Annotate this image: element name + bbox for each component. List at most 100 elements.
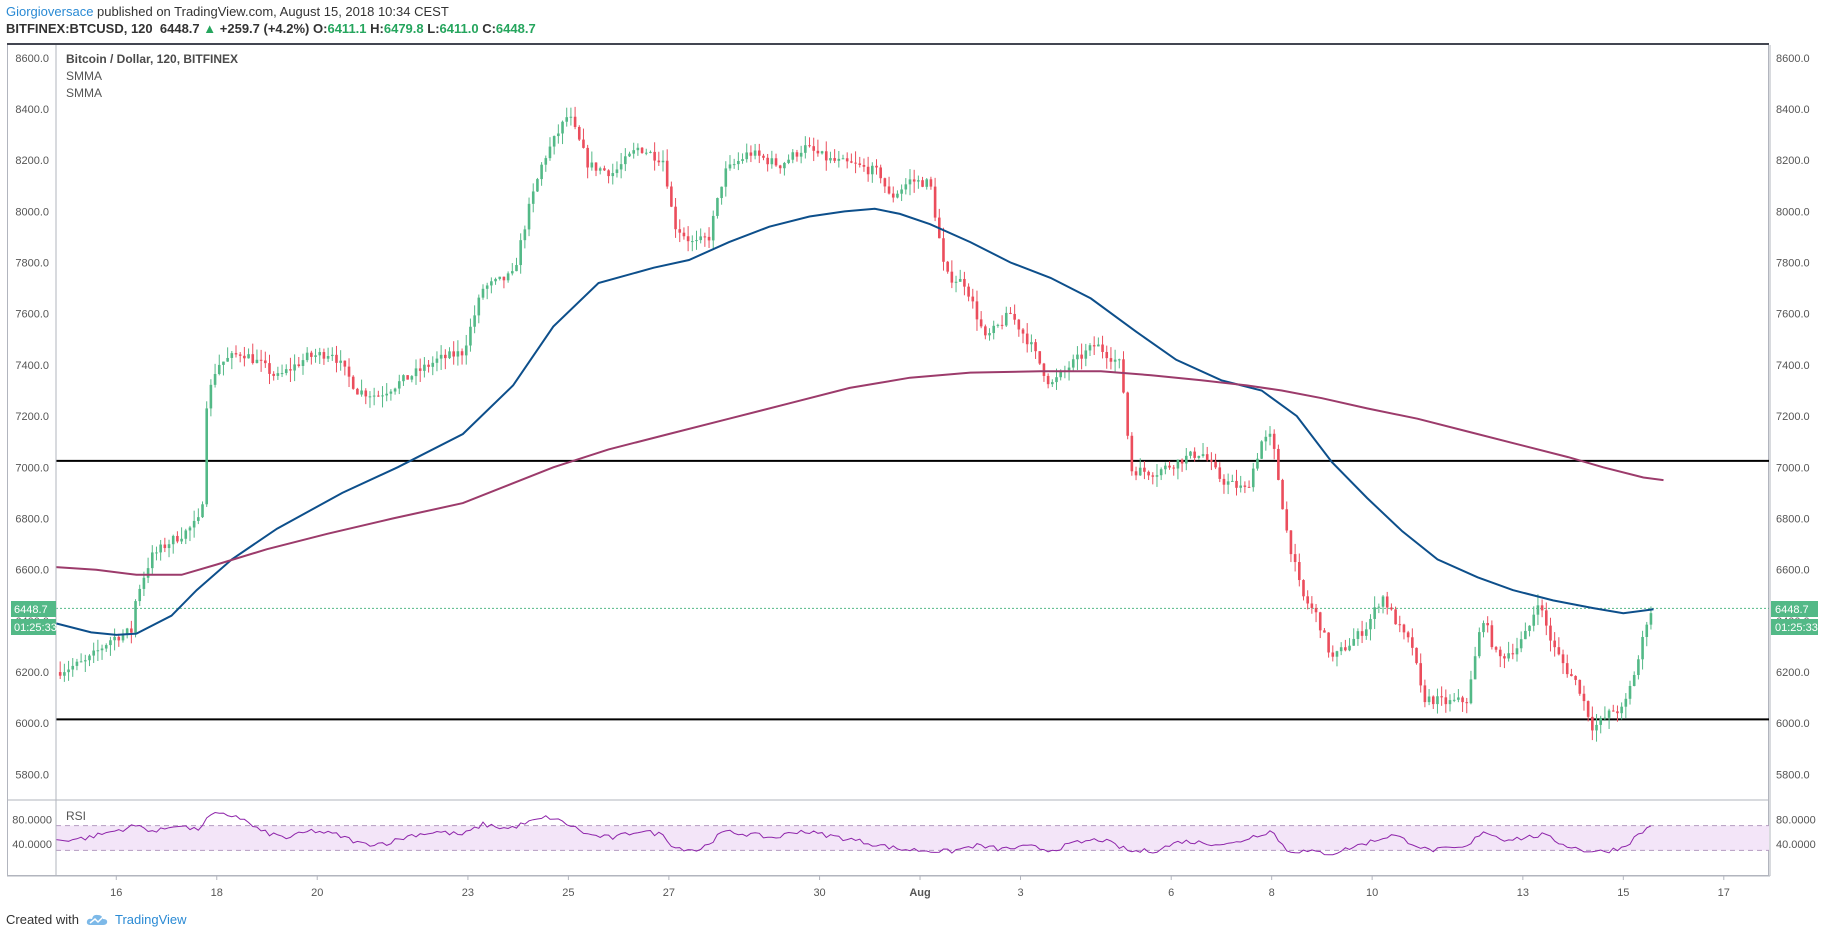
candle-body [1256,458,1259,469]
candle-body [632,150,635,154]
candle-body [134,601,137,633]
candle-body [548,146,552,159]
candle-body [1097,344,1100,347]
timer-badge-left: 01:25:33 [11,619,57,635]
candle-body [950,271,954,283]
candle-body [891,193,895,198]
candle-body [1544,610,1548,626]
candle-body [138,588,142,602]
candle-body [1076,354,1079,360]
candle-body [795,152,799,157]
candle-body [875,165,878,168]
candle-body [109,640,112,646]
candle-body [448,351,451,359]
candle-body [804,145,807,153]
candle-body [728,164,732,169]
candle-body [674,206,677,230]
candle-body [1298,562,1301,581]
candle-body [787,159,790,163]
candle-body [167,544,171,549]
candle-body [1452,699,1456,701]
author-link[interactable]: Giorgioversace [6,4,94,19]
candle-body [523,229,527,241]
candle-body [197,517,200,521]
symbol-info: BITFINEX:BTCUSD, 120 6448.7 ▲ +259.7 (+4… [6,21,536,37]
candle-body [381,395,384,397]
candle-body [984,326,987,336]
candle-body [502,276,506,281]
candle-body [1411,637,1414,648]
candle-body [640,147,644,153]
candle-body [837,158,841,161]
candle-body [1218,467,1222,479]
candle-body [1507,653,1510,659]
candle-body [1239,485,1242,488]
candle-body [824,151,828,161]
candle-body [665,160,669,187]
candle-body [619,164,623,170]
candle-body [820,151,824,154]
candle-body [887,186,891,194]
candle-body [490,281,493,286]
candle-body [456,351,460,357]
candle-body [330,354,334,357]
candle-body [1080,354,1083,359]
candle-body [1498,649,1502,657]
candle-body [1620,706,1623,714]
candle-body [171,535,175,545]
candle-body [1599,718,1603,725]
symbol-name: BITFINEX:BTCUSD, 120 [6,21,153,36]
candle-body [1251,468,1255,488]
candle-body [1306,596,1309,604]
candle-body [1591,716,1594,731]
candle-body [670,186,673,207]
candle-body [209,384,213,409]
candle-body [130,628,133,633]
y-tick-label-right: 6200.0 [1776,667,1810,679]
candle-body [1310,603,1314,608]
candle-body [703,236,707,238]
timer-badge-right-text: 01:25:33 [1775,622,1818,634]
candle-body [812,146,816,151]
timer-badge-left-text: 01:25:33 [14,622,57,634]
change-value: +259.7 (+4.2%) [219,21,310,36]
tradingview-cloud-icon [86,914,108,925]
candle-body [724,168,728,187]
candle-body [544,158,548,165]
candle-body [1088,345,1092,351]
candle-body [297,364,301,367]
candle-body [1293,554,1297,563]
candle-body [1431,696,1435,705]
last-price: 6448.7 [159,21,200,36]
candle-body [1327,632,1330,653]
x-tick-label: 13 [1517,887,1529,899]
candle-body [343,360,347,367]
candle-body [925,179,929,187]
candle-body [552,136,556,147]
candle-body [732,164,736,166]
candle-body [1159,469,1163,476]
candle-body [1645,624,1649,637]
candle-body [1632,675,1636,686]
candle-body [1473,656,1477,680]
candle-body [778,165,782,169]
close-label: C: [482,21,496,36]
candle-body [582,139,585,148]
candle-body [469,326,472,346]
candle-body [1038,351,1042,364]
candle-body [1469,679,1473,704]
candle-body [883,178,887,187]
candle-body [217,364,221,374]
y-tick-label-left: 7800.0 [15,258,49,270]
tradingview-link[interactable]: TradingView [114,912,187,927]
candle-body [1561,654,1565,664]
candle-body [397,381,401,389]
rsi-tick-label-right: 80.0000 [1776,814,1816,826]
candle-body [833,158,836,161]
candle-body [904,184,908,190]
candle-body [1440,696,1443,698]
candle-body [921,180,924,187]
candle-body [1071,359,1075,368]
candle-body [644,152,648,154]
